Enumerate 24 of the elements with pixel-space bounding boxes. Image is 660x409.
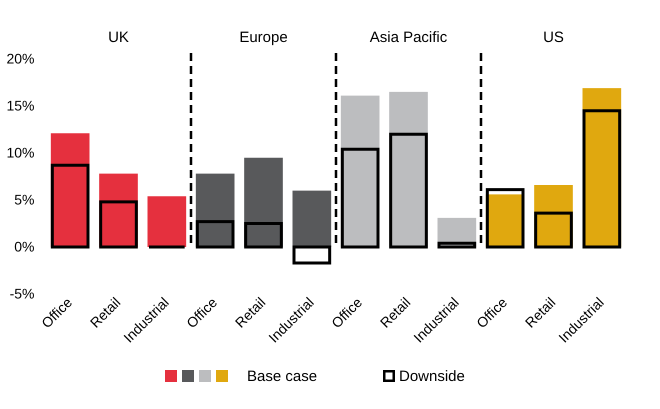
bar — [196, 220, 234, 248]
bar — [534, 212, 573, 248]
legend-label: Downside — [399, 368, 465, 385]
legend-label: Base case — [247, 368, 318, 385]
bar — [340, 148, 380, 248]
y-tick-label: 15% — [6, 98, 34, 114]
y-tick-label: 10% — [6, 144, 34, 160]
bar — [99, 200, 138, 248]
y-tick-label: 20% — [6, 50, 34, 66]
y-tick-label: 5% — [14, 192, 34, 208]
bar — [50, 164, 90, 248]
text: Europe — [239, 29, 288, 46]
text: Asia Pacific — [370, 29, 448, 46]
bar — [148, 196, 186, 247]
y-tick-label: 0% — [14, 238, 34, 254]
bar — [438, 242, 476, 248]
y-tick-label: -5% — [10, 286, 34, 302]
bar — [244, 222, 283, 248]
bar — [389, 132, 428, 248]
bar — [244, 158, 283, 247]
bar — [292, 246, 332, 264]
text: UK — [108, 29, 129, 46]
bar — [292, 190, 332, 247]
text: US — [543, 29, 564, 46]
